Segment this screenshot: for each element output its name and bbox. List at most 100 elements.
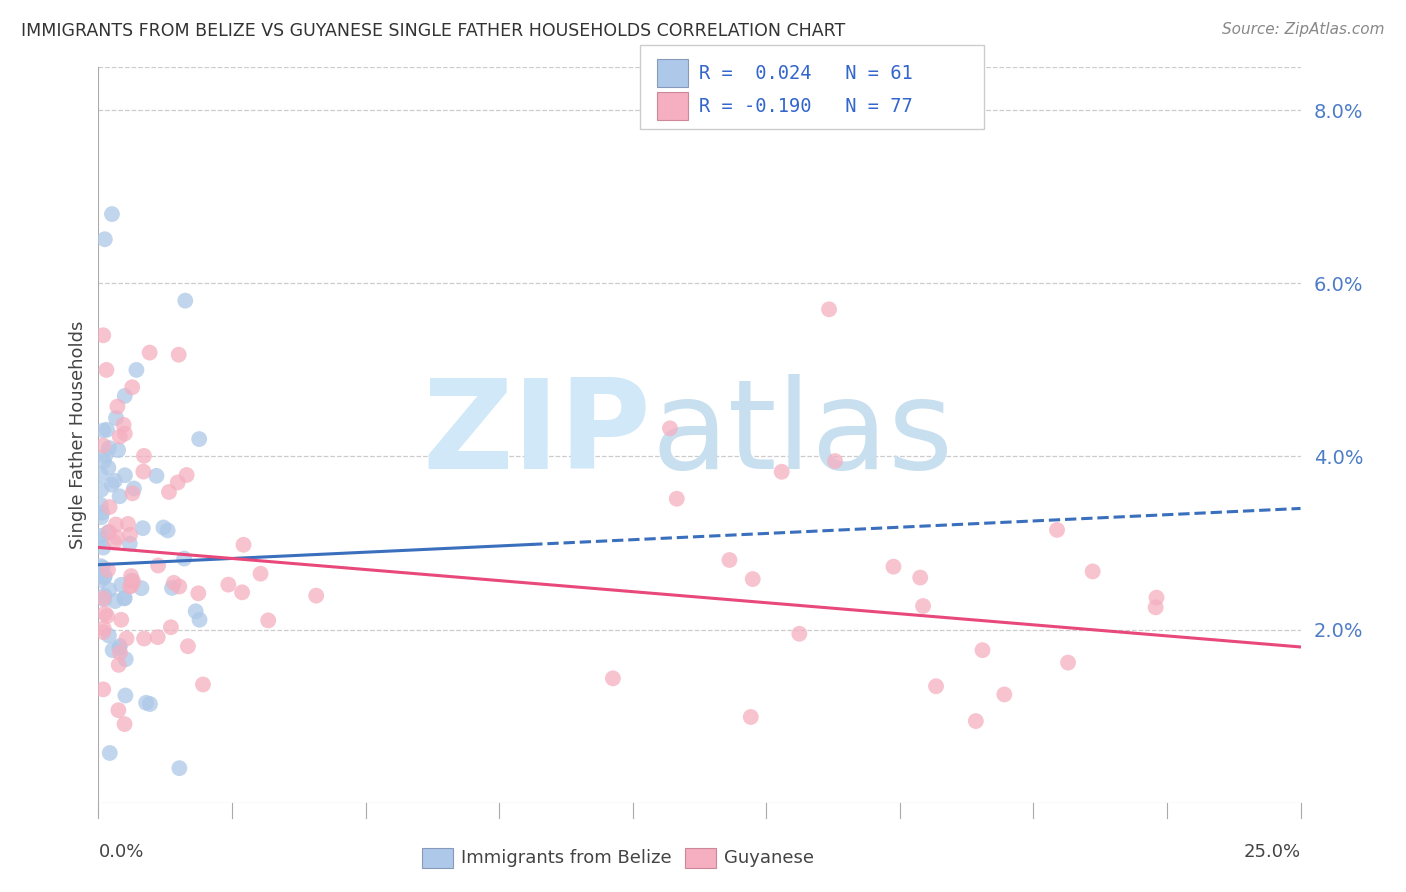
Point xyxy=(98,582,121,597)
Point xyxy=(98,500,121,514)
Text: 0.0%: 0.0% xyxy=(98,843,143,862)
Point xyxy=(184,604,207,618)
Point xyxy=(121,574,143,588)
Point xyxy=(741,572,763,586)
Text: 25.0%: 25.0% xyxy=(1243,843,1301,862)
Point xyxy=(107,400,129,414)
Text: Source: ZipAtlas.com: Source: ZipAtlas.com xyxy=(1222,22,1385,37)
Point xyxy=(91,541,114,555)
Point xyxy=(1057,656,1080,670)
Point xyxy=(120,578,142,592)
Point xyxy=(163,575,186,590)
Point xyxy=(91,591,114,606)
Point xyxy=(96,423,118,437)
Text: Guyanese: Guyanese xyxy=(724,849,814,867)
Point xyxy=(160,620,183,634)
Point xyxy=(108,489,131,503)
Point xyxy=(91,682,114,697)
Point xyxy=(97,525,120,540)
Point xyxy=(232,538,254,552)
Point xyxy=(1046,523,1069,537)
Point xyxy=(90,533,112,547)
Point xyxy=(166,475,188,490)
Point xyxy=(249,566,271,581)
Point xyxy=(174,293,197,308)
Point xyxy=(101,643,124,657)
Point xyxy=(93,621,115,635)
Point xyxy=(104,411,127,425)
Point xyxy=(112,417,135,432)
Point xyxy=(104,594,127,608)
Point xyxy=(173,551,195,566)
Point xyxy=(231,585,253,599)
Text: atlas: atlas xyxy=(651,375,953,495)
Point xyxy=(121,380,143,394)
Point xyxy=(145,468,167,483)
Point xyxy=(1144,600,1167,615)
Point xyxy=(90,529,112,543)
Point xyxy=(740,710,762,724)
Point xyxy=(91,328,114,343)
Point xyxy=(121,486,143,500)
Point xyxy=(94,232,117,246)
Point xyxy=(90,559,112,574)
Point xyxy=(114,689,136,703)
Point xyxy=(90,498,112,512)
Point xyxy=(912,599,935,613)
Point xyxy=(114,591,136,605)
Point xyxy=(93,569,115,583)
Point xyxy=(98,746,121,760)
Point xyxy=(191,677,214,691)
Text: Immigrants from Belize: Immigrants from Belize xyxy=(461,849,672,867)
Point xyxy=(90,573,112,587)
Point xyxy=(93,589,115,603)
Point xyxy=(94,449,117,463)
Point xyxy=(167,348,190,362)
Point xyxy=(122,482,145,496)
Point xyxy=(132,521,155,535)
Point xyxy=(118,536,141,550)
Point xyxy=(93,570,115,584)
Point xyxy=(117,516,139,531)
Point xyxy=(96,609,118,624)
Point xyxy=(90,510,112,524)
Text: R =  0.024   N = 61: R = 0.024 N = 61 xyxy=(699,63,912,83)
Point xyxy=(1081,565,1104,579)
Point xyxy=(97,563,120,577)
Text: R = -0.190   N = 77: R = -0.190 N = 77 xyxy=(699,96,912,116)
Point xyxy=(107,657,129,672)
Point xyxy=(187,586,209,600)
Point xyxy=(97,441,120,455)
Text: ZIP: ZIP xyxy=(423,375,651,495)
Point xyxy=(217,577,239,591)
Point xyxy=(156,524,179,538)
Point xyxy=(718,553,741,567)
Y-axis label: Single Father Households: Single Father Households xyxy=(69,320,87,549)
Point xyxy=(101,207,124,221)
Point xyxy=(177,639,200,653)
Point xyxy=(112,591,135,606)
Point xyxy=(91,424,114,438)
Point xyxy=(131,581,153,595)
Point xyxy=(125,363,148,377)
Point xyxy=(135,696,157,710)
Point xyxy=(993,687,1015,701)
Point xyxy=(157,485,180,500)
Point xyxy=(114,468,136,483)
Point xyxy=(114,389,136,403)
Point xyxy=(96,363,118,377)
Point xyxy=(91,438,114,452)
Point xyxy=(122,574,145,589)
Point xyxy=(965,714,987,728)
Point xyxy=(972,643,994,657)
Point xyxy=(120,528,142,542)
Point xyxy=(176,468,198,483)
Point xyxy=(138,345,160,359)
Point xyxy=(146,558,169,573)
Point xyxy=(188,432,211,446)
Point xyxy=(108,645,131,659)
Point xyxy=(169,580,191,594)
Point xyxy=(188,613,211,627)
Point xyxy=(107,443,129,458)
Point xyxy=(114,652,136,666)
